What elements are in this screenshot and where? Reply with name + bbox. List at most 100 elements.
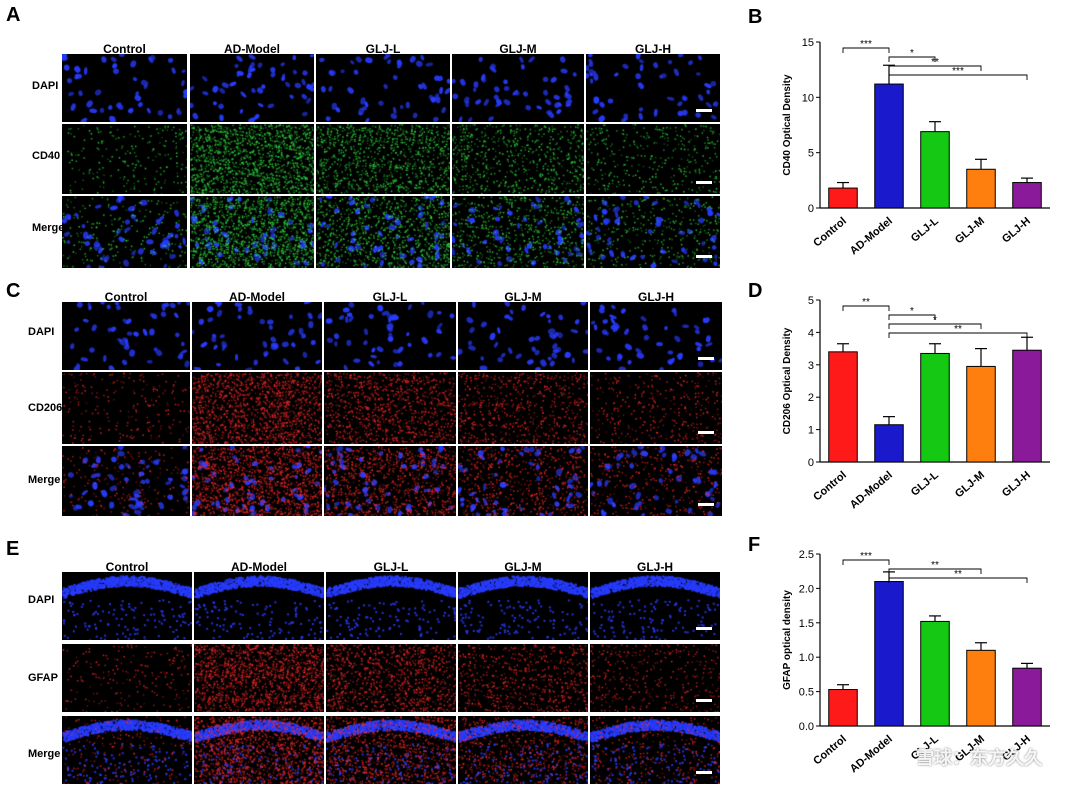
- significance-label: **: [954, 569, 962, 580]
- bar-chart-gfap: 0.0 0.5 1.0 1.5 2.0 2.5 GFAP optical density Co…: [782, 549, 1050, 775]
- scale-bar: [698, 503, 714, 506]
- significance-label: *: [933, 315, 937, 326]
- micrograph-cd40-glj-l: [316, 124, 450, 194]
- significance-bracket: [888, 65, 982, 71]
- micrograph-dapi-glj-l: [324, 302, 456, 370]
- x-tick-label: GLJ-L: [909, 469, 941, 499]
- micrograph-merge-glj-h: [590, 446, 722, 516]
- micrograph-cd206-glj-h: [590, 372, 722, 444]
- y-tick-label: 2: [808, 392, 814, 404]
- scale-bar: [696, 255, 712, 258]
- bar-glj-m: [966, 365, 996, 463]
- significance-label: **: [931, 560, 939, 571]
- row-label-cd40: CD40: [32, 150, 61, 162]
- column-label-glj-l: GLJ-L: [373, 560, 409, 574]
- y-tick-label: 0.5: [799, 687, 814, 699]
- x-tick-label: Control: [811, 469, 849, 503]
- x-tick-label: AD-Model: [848, 469, 895, 511]
- micrograph-dapi-ad-model: [190, 54, 314, 122]
- y-tick-label: 5: [808, 295, 814, 307]
- micrograph-dapi-glj-m: [452, 54, 584, 122]
- bar-glj-l: [920, 131, 950, 209]
- bar-ad-model: [874, 83, 904, 209]
- micrograph-dapi-ad-model: [194, 572, 324, 640]
- x-tick-label: AD-Model: [848, 733, 895, 775]
- y-tick-label: 0: [808, 457, 814, 469]
- y-tick-label: 2.0: [799, 583, 814, 595]
- micrograph-cd206-ad-model: [192, 372, 322, 444]
- micrograph-dapi-control: [62, 302, 190, 370]
- column-label-glj-h: GLJ-H: [637, 560, 673, 574]
- micrograph-cd206-control: [62, 372, 190, 444]
- micrograph-gfap-control: [62, 644, 192, 712]
- significance-bracket: [888, 332, 1028, 338]
- x-tick-label: GLJ-H: [1000, 469, 1033, 499]
- column-label-glj-h: GLJ-H: [635, 42, 671, 56]
- column-label-glj-m: GLJ-M: [504, 560, 542, 574]
- micrograph-dapi-ad-model: [192, 302, 322, 370]
- significance-label: **: [862, 297, 870, 308]
- significance-label: **: [954, 324, 962, 335]
- panel-letter-a: A: [6, 4, 21, 26]
- micrograph-dapi-glj-m: [458, 302, 588, 370]
- column-label-control: Control: [103, 42, 146, 56]
- y-tick-label: 1: [808, 425, 814, 437]
- micrograph-merge-glj-m: [452, 196, 584, 268]
- bar-glj-h: [1012, 349, 1042, 463]
- column-label-glj-h: GLJ-H: [638, 290, 674, 304]
- y-tick-label: 4: [808, 327, 814, 339]
- y-tick-label: 1.5: [799, 618, 814, 630]
- panel-letter-e: E: [6, 538, 20, 560]
- micrograph-merge-ad-model: [192, 446, 322, 516]
- bar-glj-m: [966, 649, 996, 727]
- significance-bracket: [888, 56, 936, 62]
- y-tick-label: 2.5: [799, 549, 814, 561]
- micrograph-merge-ad-model: [190, 196, 314, 268]
- column-label-glj-m: GLJ-M: [504, 290, 542, 304]
- significance-label: ***: [952, 66, 964, 77]
- micrograph-gfap-glj-l: [326, 644, 456, 712]
- column-label-glj-l: GLJ-L: [365, 42, 401, 56]
- column-label-ad-model: AD-Model: [229, 290, 285, 304]
- micrograph-merge-control: [62, 196, 187, 268]
- bar-glj-l: [920, 620, 950, 727]
- micrograph-gfap-glj-m: [458, 644, 588, 712]
- significance-label: **: [931, 57, 939, 68]
- row-label-dapi: DAPI: [28, 326, 55, 338]
- x-tick-label: Control: [811, 733, 849, 767]
- significance-label: *: [910, 306, 914, 317]
- micrograph-cd206-glj-l: [324, 372, 456, 444]
- panel-letter-b: B: [748, 6, 763, 28]
- significance-bracket: [888, 323, 982, 329]
- y-axis-label: GFAP optical density: [782, 590, 793, 690]
- micrograph-dapi-glj-h: [586, 54, 720, 122]
- micrograph-merge-glj-m: [458, 446, 588, 516]
- micrograph-merge-glj-h: [586, 196, 720, 268]
- micrograph-cd40-glj-m: [452, 124, 584, 194]
- significance-bracket: [842, 559, 890, 565]
- scale-bar: [696, 771, 712, 774]
- bar-control: [828, 351, 858, 463]
- bar-glj-h: [1012, 182, 1042, 209]
- row-label-merge: Merge: [28, 474, 61, 486]
- significance-bracket: [888, 314, 936, 320]
- scale-bar: [698, 431, 714, 434]
- watermark: 雪球：东方久久: [916, 748, 1042, 768]
- significance-label: ***: [860, 39, 872, 50]
- y-tick-label: 15: [802, 37, 814, 49]
- panel-letter-c: C: [6, 280, 21, 302]
- bar-glj-m: [966, 168, 996, 209]
- bar-ad-model: [874, 424, 904, 463]
- x-tick-label: Control: [811, 215, 849, 249]
- micrograph-merge-glj-l: [326, 716, 456, 784]
- micrograph-dapi-control: [62, 572, 192, 640]
- panel-letter-d: D: [748, 280, 763, 302]
- scale-bar: [696, 109, 712, 112]
- micrograph-merge-control: [62, 716, 192, 784]
- y-tick-label: 10: [802, 92, 814, 104]
- column-label-ad-model: AD-Model: [224, 42, 280, 56]
- bar-glj-l: [920, 352, 950, 463]
- significance-label: *: [910, 48, 914, 59]
- column-label-control: Control: [105, 560, 149, 574]
- significance-bracket: [842, 47, 890, 53]
